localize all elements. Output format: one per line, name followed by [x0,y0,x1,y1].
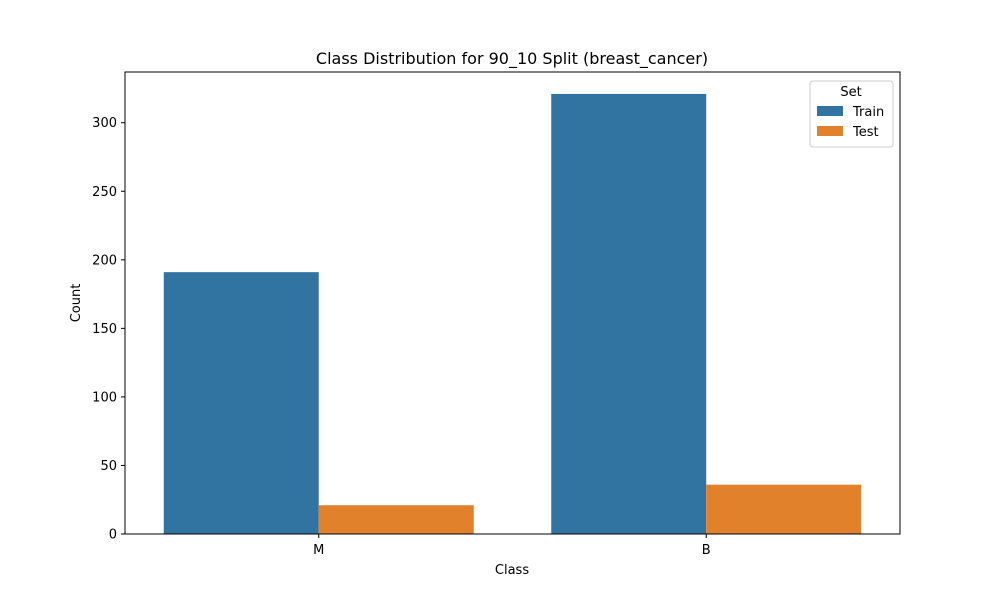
x-axis-label: Class [495,563,529,578]
chart-title: Class Distribution for 90_10 Split (brea… [316,49,708,69]
legend-swatch-test [817,126,843,136]
y-tick-label: 200 [92,253,117,268]
y-tick-label: 300 [92,116,117,131]
legend-swatch-train [817,106,843,116]
y-axis-label: Count [69,284,84,323]
y-axis-ticks: 0 50 100 150 200 250 300 [92,116,125,543]
bar-train-b [551,93,707,534]
bar-test-m [318,505,474,534]
y-tick-label: 250 [92,185,117,200]
plot-frame [124,71,901,535]
bar-test-b [706,484,862,534]
x-tick-label: B [702,543,711,558]
legend-title: Set [840,85,861,100]
bar-train-m [163,272,319,534]
x-tick-label: M [313,543,324,558]
legend-label-train: Train [852,105,884,120]
y-tick-label: 150 [92,322,117,337]
legend: Set Train Test [809,80,894,148]
y-tick-label: 100 [92,390,117,405]
y-tick-label: 50 [100,459,117,474]
bars-group [163,93,862,534]
legend-label-test: Test [852,125,879,140]
y-tick-label: 0 [109,528,117,543]
